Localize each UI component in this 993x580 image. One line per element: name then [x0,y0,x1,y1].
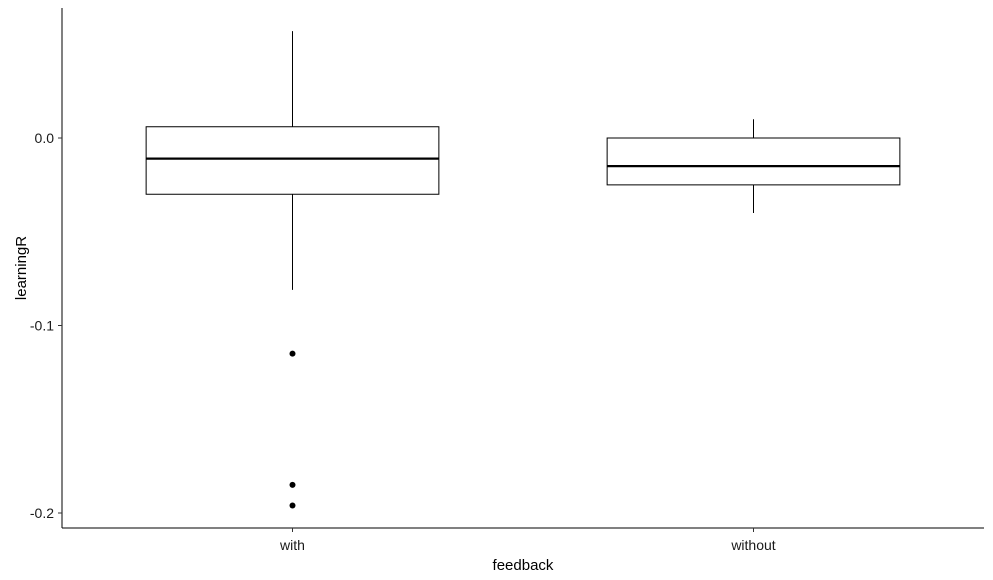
y-tick-label: -0.2 [30,505,54,521]
box-iqr [606,137,901,186]
x-tick-label: without [730,537,775,553]
outlier-point [289,481,296,488]
x-tick-label: with [279,537,305,553]
outlier-point [289,350,296,357]
outlier-point [289,502,296,509]
y-tick-label: -0.1 [30,318,54,334]
box-group-without [606,119,901,213]
y-tick-label: 0.0 [35,130,55,146]
box-group-with [145,31,440,509]
boxes-layer [145,31,901,509]
ticks-layer: 0.0 -0.1 -0.2 with without [30,130,776,553]
box-iqr [145,126,440,195]
y-axis-title: learningR [13,236,30,300]
x-axis-title: feedback [493,557,554,574]
axes-layer [61,8,984,529]
